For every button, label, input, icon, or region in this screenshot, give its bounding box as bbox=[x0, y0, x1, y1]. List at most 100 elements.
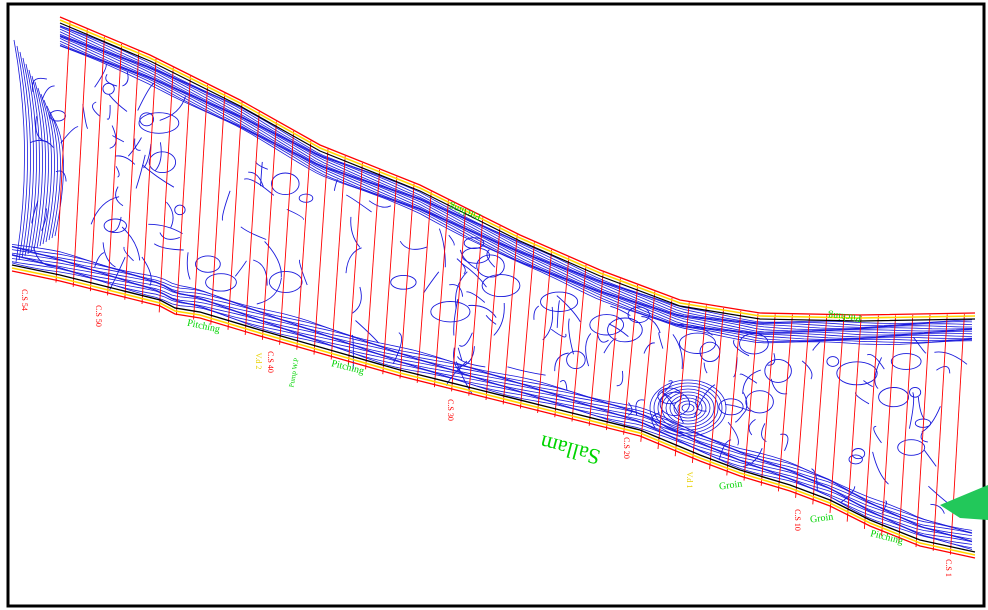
contour-line bbox=[556, 300, 560, 328]
contour-line bbox=[840, 486, 856, 503]
vd2-label: V.d 2 bbox=[254, 353, 263, 370]
contour-line bbox=[166, 201, 174, 228]
contour-line bbox=[49, 111, 61, 239]
contour-line bbox=[628, 402, 633, 416]
contour-line bbox=[248, 171, 264, 187]
cross-section-line bbox=[640, 291, 656, 442]
contour-line bbox=[134, 138, 141, 151]
contour-line bbox=[767, 353, 776, 366]
contour-line bbox=[739, 373, 758, 384]
cs30-label: C.S 30 bbox=[446, 399, 455, 421]
cross-section-line bbox=[605, 278, 621, 431]
contour-line bbox=[59, 38, 973, 339]
contour-line bbox=[658, 332, 664, 349]
contour-line bbox=[466, 291, 486, 303]
contour-line bbox=[554, 352, 569, 372]
cross-section-line bbox=[347, 162, 363, 365]
contour-loop bbox=[103, 218, 127, 234]
contour-loop bbox=[195, 255, 221, 273]
contour-line bbox=[59, 43, 973, 342]
cross-section-line bbox=[365, 169, 381, 370]
contour-line bbox=[921, 406, 941, 433]
scour-contour bbox=[649, 379, 727, 437]
pitching-top-right-label: Pitching bbox=[828, 310, 862, 324]
cross-section-line bbox=[330, 156, 346, 360]
cross-section-line bbox=[55, 22, 71, 283]
contour-line bbox=[59, 26, 973, 328]
contour-line bbox=[13, 39, 25, 263]
cross-section-line bbox=[915, 314, 931, 548]
contour-line bbox=[559, 380, 568, 391]
cross-section-line bbox=[846, 315, 862, 522]
cross-section-line bbox=[261, 121, 277, 340]
contour-line bbox=[703, 362, 708, 374]
contour-loop bbox=[897, 439, 926, 456]
contour-loop bbox=[298, 193, 314, 203]
contour-line bbox=[748, 419, 756, 436]
contour-line bbox=[672, 334, 683, 369]
contour-line bbox=[41, 207, 48, 231]
contour-line bbox=[610, 305, 631, 316]
cross-section-line bbox=[416, 191, 432, 383]
contour-line bbox=[735, 409, 747, 423]
contour-loop bbox=[463, 237, 485, 249]
groin-1-label: Groin bbox=[718, 478, 743, 492]
contour-line bbox=[59, 44, 973, 343]
contour-line bbox=[94, 252, 105, 268]
contour-line bbox=[221, 190, 231, 221]
contour-line bbox=[455, 271, 468, 309]
cross-section-line bbox=[399, 183, 415, 379]
depth-contours bbox=[11, 25, 973, 550]
contour-line bbox=[102, 242, 116, 268]
contour-line bbox=[19, 51, 31, 259]
contour-loop bbox=[540, 291, 579, 312]
cs50-label: C.S 50 bbox=[94, 305, 103, 327]
cross-section-line bbox=[158, 67, 174, 313]
contour-line bbox=[31, 75, 43, 251]
contour-line bbox=[727, 421, 739, 446]
contour-loop bbox=[627, 306, 650, 324]
cross-section-line bbox=[898, 315, 914, 543]
contour-line bbox=[28, 69, 40, 253]
contour-line bbox=[677, 323, 713, 336]
contour-line bbox=[801, 360, 813, 380]
cross-section-line bbox=[932, 314, 948, 551]
cross-section-line bbox=[812, 315, 828, 505]
contour-loop bbox=[430, 301, 471, 323]
cs10-label: C.S 10 bbox=[793, 509, 802, 531]
cross-section-line bbox=[279, 131, 295, 345]
cross-section-line bbox=[244, 111, 260, 335]
contour-line bbox=[913, 337, 927, 354]
contour-line bbox=[934, 351, 968, 365]
contour-line bbox=[661, 391, 684, 424]
contour-line bbox=[253, 259, 268, 286]
contour-line bbox=[115, 166, 120, 178]
contour-line bbox=[936, 366, 951, 374]
contour-line bbox=[423, 271, 440, 294]
contour-line bbox=[448, 234, 455, 246]
contour-line bbox=[780, 433, 789, 451]
cross-section-line bbox=[657, 297, 673, 450]
contour-loop bbox=[848, 454, 863, 465]
contour-loop bbox=[678, 332, 717, 354]
contour-line bbox=[298, 259, 308, 286]
bottom-bank-edge bbox=[11, 264, 976, 553]
cross-section-line bbox=[623, 285, 639, 435]
contour-line bbox=[597, 333, 609, 343]
contour-loop bbox=[174, 204, 186, 216]
cross-section-line bbox=[227, 102, 243, 330]
contour-line bbox=[550, 328, 567, 338]
groin-2-label: Groin bbox=[809, 511, 834, 525]
cross-section-line bbox=[382, 176, 398, 375]
contour-line bbox=[29, 139, 54, 148]
contour-line bbox=[930, 503, 945, 514]
contour-line bbox=[59, 25, 973, 326]
contour-line bbox=[22, 57, 34, 257]
contour-loop bbox=[826, 356, 840, 367]
contour-loop bbox=[745, 390, 774, 414]
cross-section-line bbox=[313, 149, 329, 355]
cross-section-line bbox=[588, 272, 604, 426]
contour-line bbox=[908, 392, 915, 429]
contour-loop bbox=[138, 112, 180, 134]
